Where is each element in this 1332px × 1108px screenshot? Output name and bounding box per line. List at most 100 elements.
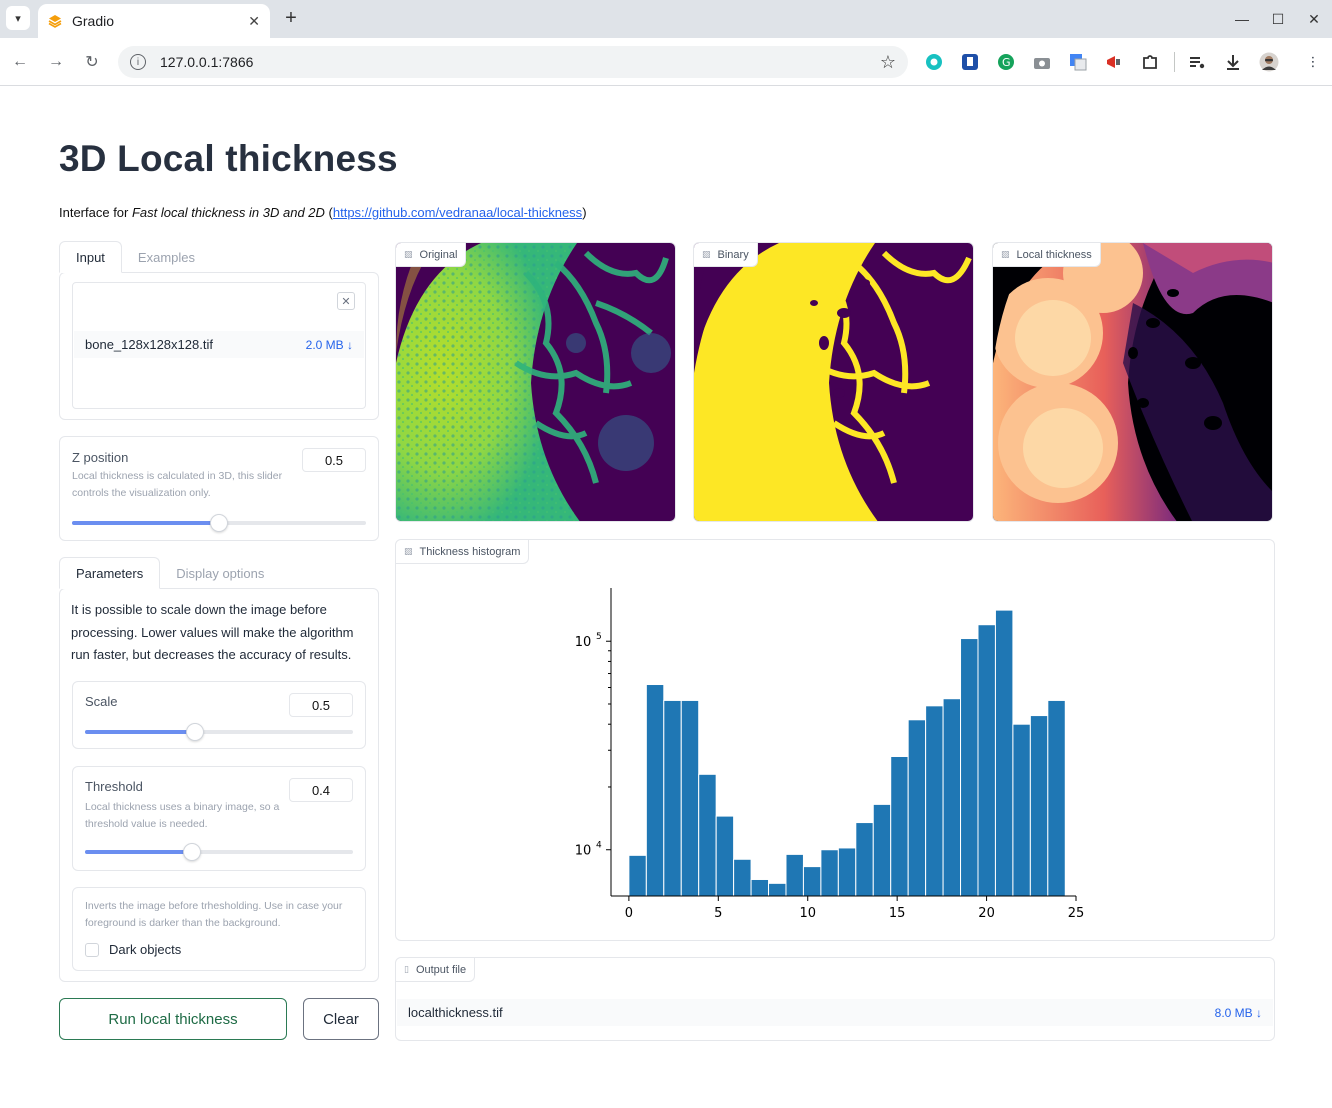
y-tick-exponent: 5 (596, 632, 602, 642)
threshold-slider-thumb[interactable] (183, 843, 202, 861)
close-window-icon[interactable]: ✕ (1308, 10, 1320, 27)
histogram-bar (994, 609, 1014, 897)
histogram-bar (890, 756, 909, 897)
histogram-label: ▨ Thickness histogram (396, 540, 530, 564)
y-tick-exponent: 4 (596, 841, 602, 851)
local-thickness-image (993, 243, 1272, 521)
x-tick-label: 20 (978, 906, 995, 921)
x-tick-label: 25 (1068, 906, 1085, 921)
x-tick-label: 15 (889, 906, 906, 921)
output-file-panel: ▯ Output file localthickness.tif 8.0 MB ↓ (395, 957, 1275, 1041)
intro-open-paren: ( (324, 205, 333, 220)
histogram-bar (733, 858, 752, 897)
profile-avatar[interactable] (1257, 50, 1281, 74)
original-image-card: ▨ Original (395, 242, 676, 522)
browser-menu-icon[interactable]: ⋮ (1306, 54, 1320, 69)
minimize-icon[interactable]: — (1235, 11, 1249, 27)
threshold-number[interactable]: 0.4 (289, 778, 353, 802)
toolbar-divider (1174, 52, 1175, 72)
tab-input[interactable]: Input (59, 241, 122, 273)
z-position-slider-thumb[interactable] (210, 514, 228, 532)
histogram-bar (855, 822, 874, 897)
url-text[interactable]: 127.0.0.1:7866 (160, 54, 254, 70)
reload-icon[interactable]: ↻ (85, 54, 99, 71)
puzzle-icon[interactable] (1138, 50, 1162, 74)
local-thickness-image-label: ▨ Local thickness (993, 243, 1101, 267)
dark-objects-checkbox-row[interactable]: Dark objects (85, 942, 181, 957)
download-icon[interactable] (1221, 50, 1245, 74)
histogram-bar (785, 853, 804, 897)
histogram-bar (1029, 715, 1049, 897)
translate-icon[interactable] (1066, 50, 1090, 74)
binary-image-card: ▨ Binary (693, 242, 974, 522)
address-bar[interactable]: i 127.0.0.1:7866 ☆ (118, 46, 908, 78)
intro-paper-title: Fast local thickness in 3D and 2D (131, 205, 325, 220)
media-icon[interactable] (1185, 50, 1209, 74)
scale-slider-fill (85, 730, 195, 734)
histogram-bar (663, 699, 682, 897)
dark-objects-info: Inverts the image before trhesholding. U… (85, 900, 343, 929)
local-thickness-image-card: ▨ Local thickness (992, 242, 1273, 522)
z-position-info: Local thickness is calculated in 3D, thi… (72, 470, 283, 499)
maximize-icon[interactable]: ☐ (1271, 10, 1285, 27)
grammarly-g-icon[interactable]: G (994, 50, 1018, 74)
bookmark-star-icon[interactable]: ☆ (879, 51, 896, 72)
clear-button[interactable]: Clear (303, 998, 379, 1040)
histogram-bar (768, 882, 787, 897)
grammarly-icon[interactable] (922, 50, 946, 74)
clear-file-icon[interactable]: ✕ (337, 292, 355, 310)
histogram-bar (907, 719, 927, 897)
histogram-bar (802, 866, 822, 897)
output-file-name: localthickness.tif (408, 1005, 503, 1020)
z-position-slider[interactable] (72, 514, 366, 532)
file-upload[interactable]: ✕ bone_128x128x128.tif 2.0 MB ↓ (72, 282, 366, 409)
dark-objects-checkbox[interactable] (85, 942, 99, 957)
tab-display-options[interactable]: Display options (176, 565, 265, 581)
github-link[interactable]: https://github.com/vedranaa/local-thickn… (332, 205, 583, 220)
histogram-label-text: Thickness histogram (419, 545, 521, 558)
run-button[interactable]: Run local thickness (59, 998, 287, 1040)
forward-icon[interactable]: → (48, 53, 64, 70)
browser-tab[interactable]: Gradio ✕ (38, 4, 270, 38)
dark-objects-block: Inverts the image before trhesholding. U… (72, 887, 366, 971)
back-icon[interactable]: ← (12, 53, 28, 70)
intro-text: Interface for Fast local thickness in 3D… (59, 205, 587, 220)
uploaded-file-download[interactable]: 2.0 MB ↓ (305, 337, 353, 352)
histogram-bar (942, 698, 962, 897)
x-tick-label: 0 (625, 906, 633, 921)
new-tab-icon[interactable]: + (285, 7, 297, 29)
gradio-favicon-icon (48, 14, 62, 28)
tab-parameters[interactable]: Parameters (59, 557, 161, 589)
threshold-slider[interactable] (85, 843, 353, 861)
site-info-icon[interactable]: i (130, 54, 146, 70)
binary-image (694, 243, 973, 521)
tab-examples[interactable]: Examples (137, 249, 195, 265)
window-controls: — ☐ ✕ (1224, 0, 1332, 38)
binary-image-label: ▨ Binary (694, 243, 758, 267)
svg-text:G: G (1002, 56, 1011, 69)
tab-search-dropdown-icon[interactable]: ▾ (6, 6, 30, 30)
output-file-download[interactable]: 8.0 MB ↓ (1214, 1005, 1262, 1020)
histogram-bar (1047, 699, 1066, 897)
scale-number[interactable]: 0.5 (289, 693, 353, 717)
image-icon: ▨ (404, 249, 413, 259)
scale-slider[interactable] (85, 723, 353, 741)
z-position-number[interactable]: 0.5 (302, 448, 366, 472)
histogram-bar (1012, 723, 1031, 897)
scale-slider-thumb[interactable] (185, 723, 204, 741)
image-icon: ▨ (1001, 249, 1010, 259)
histogram-bar (820, 849, 839, 897)
histogram-bar (715, 815, 735, 897)
y-tick-label: 10 (575, 844, 592, 859)
threshold-label: Threshold (85, 779, 143, 794)
output-file-label: ▯ Output file (396, 958, 476, 982)
bookmark-ext-icon[interactable] (958, 50, 982, 74)
histogram-bar (837, 847, 857, 897)
local-thickness-label-text: Local thickness (1016, 248, 1092, 261)
browser-tabstrip: ▾ Gradio ✕ + — ☐ ✕ (0, 0, 1332, 38)
camera-icon[interactable] (1030, 50, 1054, 74)
histogram-panel: ▨ Thickness histogram 0 5 10 15 20 25 10 4 10 5 (395, 539, 1275, 941)
megaphone-icon[interactable] (1102, 50, 1126, 74)
tab-close-icon[interactable]: ✕ (248, 12, 260, 29)
file-icon: ▯ (404, 964, 409, 974)
